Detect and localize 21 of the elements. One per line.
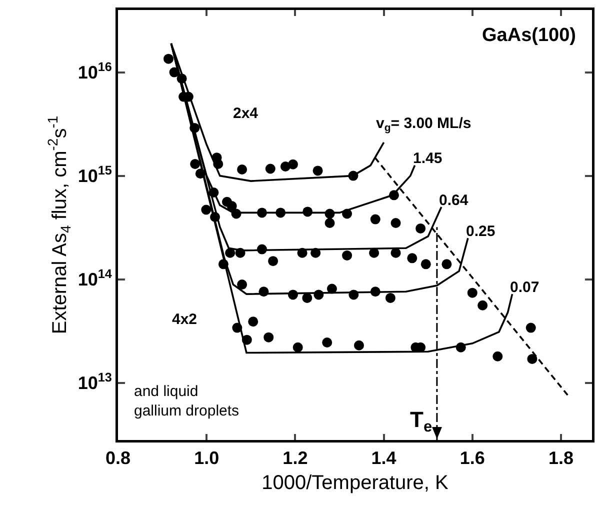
annotation: 0.07 bbox=[510, 279, 540, 296]
y-tick-label: 10$^{15}$ bbox=[78, 164, 112, 186]
annotation: 0.25 bbox=[466, 223, 496, 240]
x-tick-label: 1.4 bbox=[371, 448, 396, 468]
x-tick-label: 1.0 bbox=[194, 448, 220, 468]
annotation: 4x2 bbox=[172, 311, 198, 328]
x-tick-label: 1.6 bbox=[460, 448, 485, 468]
y-tick-label: 10$^{16}$ bbox=[78, 60, 112, 83]
annotation: v$_{g}$= 3.00 ML/s bbox=[376, 115, 472, 134]
ref-line-label: T$_{e}$ bbox=[410, 407, 432, 436]
x-tick-label: 0.8 bbox=[105, 448, 131, 468]
annotation: 0.64 bbox=[439, 192, 469, 209]
annotation: 1.45 bbox=[413, 150, 442, 167]
annotation: 2x4 bbox=[233, 105, 259, 122]
annotation: GaAs(100) bbox=[482, 25, 576, 46]
annotation: and liquid gallium droplets bbox=[134, 383, 240, 420]
x-axis-title: 1000/Temperature, K bbox=[262, 472, 450, 494]
y-tick-label: 10$^{14}$ bbox=[78, 267, 112, 290]
y-tick-label: 10$^{13}$ bbox=[78, 370, 112, 394]
x-tick-label: 1.2 bbox=[282, 448, 308, 468]
x-tick-label: 1.8 bbox=[548, 448, 574, 468]
